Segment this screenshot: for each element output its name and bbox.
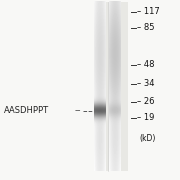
Bar	[94, 2, 128, 171]
Text: – 19: – 19	[137, 113, 155, 122]
Text: – 48: – 48	[137, 60, 155, 69]
Text: AASDHPPT: AASDHPPT	[4, 106, 49, 115]
Text: --: --	[75, 106, 81, 115]
Text: – 117: – 117	[137, 7, 160, 16]
Text: – 26: – 26	[137, 97, 155, 106]
Text: – 34: – 34	[137, 79, 155, 88]
Text: (kD): (kD)	[140, 134, 156, 143]
Text: – 85: – 85	[137, 23, 155, 32]
